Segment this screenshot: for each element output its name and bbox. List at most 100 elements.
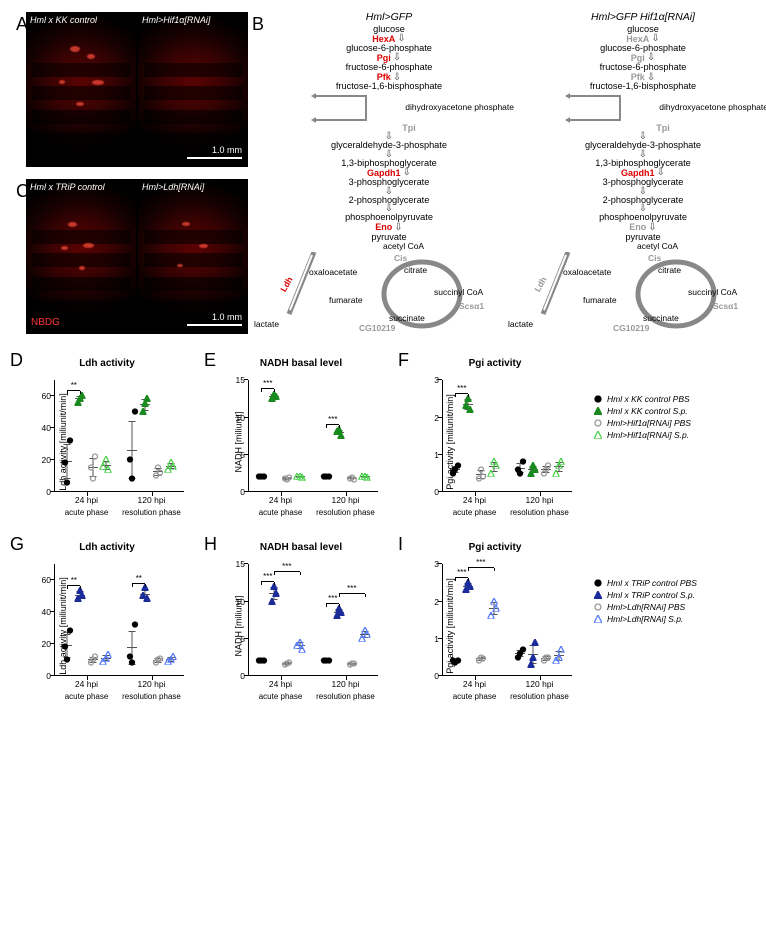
y-tick: 1 xyxy=(434,634,442,644)
data-point xyxy=(131,619,138,631)
legend-marker-icon xyxy=(594,407,602,415)
data-point xyxy=(66,435,73,447)
pathways: Hml>GFPglucoseHexA⇩glucose-6-phosphatePg… xyxy=(264,12,766,336)
img-title: Hml>Ldh[RNAi] xyxy=(142,182,244,192)
nbdg-label: NBDG xyxy=(31,317,60,328)
legend-text: Hml x TRiP control PBS xyxy=(607,578,697,588)
sig-stars: *** xyxy=(457,568,466,577)
panel-A-images: Hml x KK control Hml>Hif1α[RNAi] 1.0 mm xyxy=(26,12,248,167)
data-point xyxy=(260,471,267,483)
data-point xyxy=(351,474,358,486)
plot-area: 0 20 40 60 xyxy=(54,564,184,676)
data-point xyxy=(351,658,358,670)
sig-stars: *** xyxy=(328,594,337,603)
img-title: Hml>Hif1α[RNAi] xyxy=(142,15,244,25)
panel-A-image-1: Hml x KK control xyxy=(26,12,136,167)
plot-area: 0 20 40 60 xyxy=(54,380,184,492)
scale-label: 1.0 mm xyxy=(212,312,242,322)
img-title: Hml x KK control xyxy=(30,15,132,25)
plot-area: 0 1 2 3 xyxy=(442,380,572,492)
data-point xyxy=(286,472,293,484)
y-tick: 0 xyxy=(46,671,54,681)
data-point xyxy=(62,457,69,469)
y-tick: 60 xyxy=(42,575,54,585)
chart-title: Pgi activity xyxy=(400,358,590,369)
data-point xyxy=(260,655,267,667)
data-point xyxy=(298,472,305,484)
pathway-right: Hml>GFP Hif1α[RNAi]glucoseHexA⇩glucose-6… xyxy=(518,12,766,336)
panel-C-image-2: Hml>Ldh[RNAi] 1.0 mm xyxy=(138,179,248,334)
sig-bracket xyxy=(326,424,339,425)
y-tick: 0 xyxy=(434,671,442,681)
panel-B: B Hml>GFPglucoseHexA⇩glucose-6-phosphate… xyxy=(248,12,766,336)
data-point xyxy=(454,655,461,667)
data-point xyxy=(363,472,370,484)
legend-text: Hml x KK control S.p. xyxy=(607,406,688,416)
y-tick: 15 xyxy=(236,559,248,569)
legend-item: Hml x KK control S.p. xyxy=(594,406,744,416)
data-point xyxy=(467,404,474,416)
legend-item: Hml>Hif1α[RNAi] PBS xyxy=(594,418,744,428)
y-tick: 0 xyxy=(240,671,248,681)
data-point xyxy=(557,644,564,656)
pathway-title: Hml>GFP xyxy=(264,12,514,23)
panel-B-label: B xyxy=(252,14,264,35)
legend-item: Hml>Hif1α[RNAi] S.p. xyxy=(594,430,744,440)
data-point xyxy=(104,649,111,661)
data-point xyxy=(532,637,539,649)
data-point xyxy=(298,644,305,656)
sig-stars: ** xyxy=(71,381,77,390)
sig-bracket xyxy=(455,577,468,578)
panel-H-label: H xyxy=(204,534,217,555)
data-point xyxy=(325,471,332,483)
data-point xyxy=(530,652,537,664)
pathway-left: Hml>GFPglucoseHexA⇩glucose-6-phosphatePg… xyxy=(264,12,514,336)
y-tick: 60 xyxy=(42,391,54,401)
sig-stars: *** xyxy=(476,558,485,567)
legend-marker-icon xyxy=(594,431,602,439)
sig-stars: ** xyxy=(136,574,142,583)
img-title: Hml x TRiP control xyxy=(30,182,132,192)
scale-bar xyxy=(187,324,242,326)
left-col: A Hml x KK control Hml>Hif1α[RNAi] xyxy=(12,12,248,336)
dhap-branch: dihydroxyacetone phosphate xyxy=(518,93,766,123)
y-tick: 0 xyxy=(434,487,442,497)
enzyme-tpi: Tpi xyxy=(656,124,670,133)
sig-bracket xyxy=(455,393,468,394)
data-point xyxy=(480,653,487,665)
tca-cycle: acetyl CoA citrate succinyl CoA succinat… xyxy=(518,244,766,336)
legend-item: Hml x TRiP control PBS xyxy=(594,578,744,588)
data-point xyxy=(79,590,86,602)
data-point xyxy=(545,460,552,472)
sig-stars: *** xyxy=(263,379,272,388)
legend-item: Hml x TRiP control S.p. xyxy=(594,590,744,600)
chart-row-2: G Ldh activity Ldh activity [miliunit/mi… xyxy=(12,536,754,716)
scale-label: 1.0 mm xyxy=(212,145,242,155)
top-section: A Hml x KK control Hml>Hif1α[RNAi] xyxy=(12,12,754,336)
data-point xyxy=(89,473,96,485)
y-tick: 3 xyxy=(434,375,442,385)
y-tick: 1 xyxy=(434,450,442,460)
data-point xyxy=(519,644,526,656)
data-point xyxy=(273,588,280,600)
panel-F-label: F xyxy=(398,350,409,371)
legend-item: Hml x KK control PBS xyxy=(594,394,744,404)
panel-I-label: I xyxy=(398,534,403,555)
metabolite: fructose-1,6-bisphosphate xyxy=(264,82,514,92)
data-point xyxy=(144,393,151,405)
data-point xyxy=(363,629,370,641)
chart-title: Pgi activity xyxy=(400,542,590,553)
sig-stars: *** xyxy=(457,384,466,393)
y-tick: 20 xyxy=(42,455,54,465)
chart-G: G Ldh activity Ldh activity [miliunit/mi… xyxy=(12,536,202,716)
legend-text: Hml>Ldh[RNAi] S.p. xyxy=(607,614,683,624)
sig-stars: ** xyxy=(71,576,77,585)
data-point xyxy=(157,653,164,665)
chart-title: Ldh activity xyxy=(12,358,202,369)
data-point xyxy=(92,451,99,463)
chart-row-1: D Ldh activity Ldh activity [miliunit/mi… xyxy=(12,352,754,532)
data-point xyxy=(325,655,332,667)
sig-bracket xyxy=(274,571,299,572)
data-point xyxy=(169,461,176,473)
legend-marker-icon xyxy=(594,615,602,623)
